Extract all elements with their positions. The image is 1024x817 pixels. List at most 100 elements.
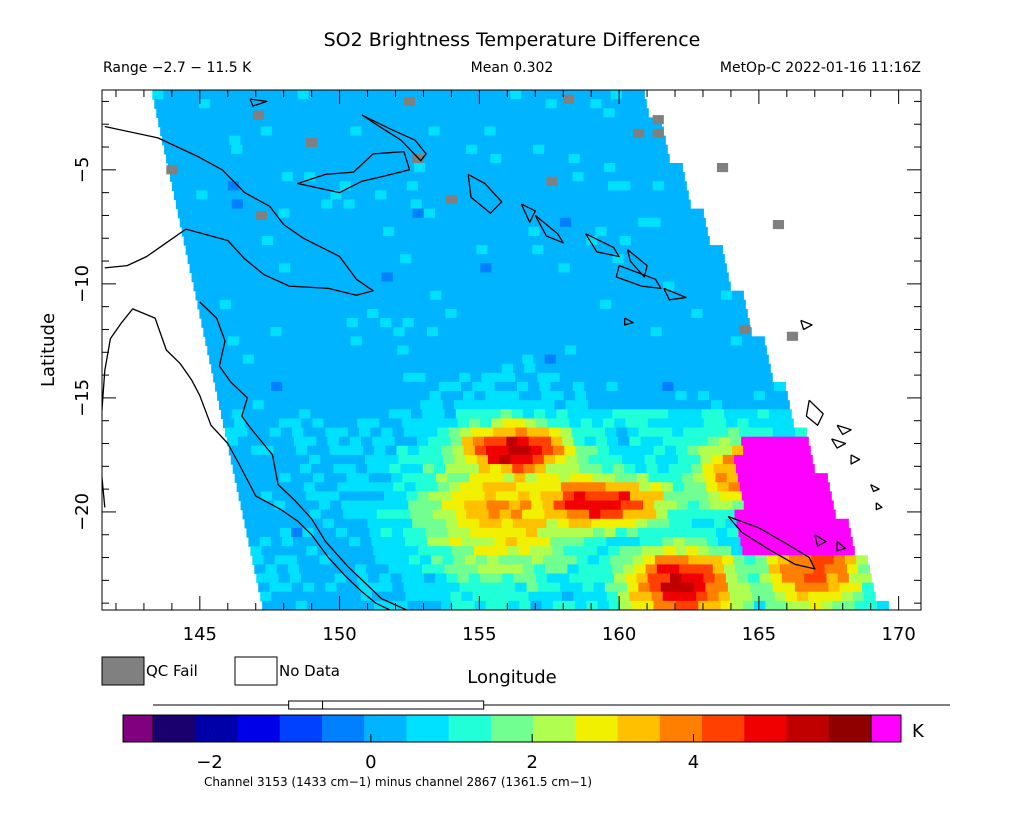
heatmap-cell — [509, 400, 522, 410]
heatmap-cell — [371, 327, 383, 337]
heatmap-cell — [204, 126, 217, 137]
heatmap-cell — [432, 144, 445, 155]
heatmap-cell — [541, 546, 553, 556]
heatmap-cell — [553, 445, 565, 456]
heatmap-cell — [411, 619, 423, 629]
heatmap-cell — [372, 591, 384, 602]
heatmap-cell — [526, 372, 538, 383]
heatmap-cell — [202, 117, 215, 128]
heatmap-cell — [640, 591, 653, 602]
heatmap-cell — [467, 153, 480, 164]
heatmap-cell — [336, 427, 349, 438]
heatmap-cell — [254, 409, 267, 420]
heatmap-cell — [357, 473, 370, 483]
heatmap-cell — [487, 555, 499, 565]
heatmap-cell — [675, 600, 688, 610]
heatmap-cell — [238, 126, 251, 137]
qc-fail-cell — [546, 176, 558, 186]
heatmap-cell — [572, 537, 585, 547]
heatmap-cell — [223, 108, 236, 118]
heatmap-cell — [372, 126, 385, 137]
heatmap-cell — [450, 281, 463, 292]
heatmap-cell — [542, 135, 555, 146]
heatmap-cell — [626, 473, 638, 483]
heatmap-cell — [413, 318, 426, 328]
heatmap-cell — [635, 518, 648, 529]
heatmap-cell — [350, 181, 363, 191]
heatmap-cell — [497, 500, 510, 511]
heatmap-cell — [335, 162, 348, 173]
heatmap-cell — [690, 564, 703, 575]
heatmap-cell — [301, 108, 314, 118]
heatmap-cell — [317, 336, 329, 347]
heatmap-cell — [510, 610, 522, 620]
heatmap-cell — [452, 445, 465, 456]
heatmap-cell — [373, 546, 386, 556]
heatmap-cell — [271, 591, 284, 602]
heatmap-cell — [284, 600, 297, 610]
heatmap-cell — [333, 308, 346, 319]
heatmap-cell — [445, 153, 458, 164]
heatmap-cell — [574, 546, 587, 556]
heatmap-cell — [519, 290, 532, 301]
coastline — [800, 319, 813, 331]
heatmap-cell — [585, 546, 598, 556]
heatmap-cell — [555, 144, 568, 155]
heatmap-cell — [424, 263, 437, 274]
heatmap-cell — [576, 500, 588, 511]
heatmap-cell — [752, 591, 764, 602]
heatmap-cell — [322, 464, 334, 474]
heatmap-cell — [777, 500, 790, 511]
heatmap-cell — [412, 518, 424, 529]
heatmap-cell — [632, 400, 645, 410]
heatmap-cell — [234, 263, 247, 274]
heatmap-cell — [382, 537, 395, 547]
heatmap-cell — [720, 391, 732, 401]
heatmap-cell — [759, 418, 772, 429]
heatmap-cell — [832, 600, 845, 610]
heatmap-cell — [847, 619, 859, 629]
heatmap-cell — [662, 226, 675, 237]
heatmap-cell — [704, 527, 717, 538]
heatmap-cell — [613, 518, 626, 529]
heatmap-cell — [801, 509, 814, 520]
heatmap-cell — [280, 427, 293, 438]
heatmap-cell — [384, 235, 397, 246]
heatmap-cell — [542, 500, 555, 511]
heatmap-cell — [850, 582, 863, 593]
heatmap-cell — [309, 509, 322, 520]
heatmap-cell — [664, 546, 676, 556]
heatmap-cell — [263, 245, 276, 255]
heatmap-cell — [453, 345, 465, 356]
heatmap-cell — [348, 172, 361, 182]
heatmap-cell — [603, 418, 615, 429]
heatmap-cell — [272, 491, 284, 502]
heatmap-cell — [318, 290, 331, 301]
heatmap-cell — [606, 537, 618, 547]
heatmap-cell — [708, 336, 721, 347]
heatmap-cell — [279, 318, 292, 328]
heatmap-cell — [629, 281, 642, 292]
heatmap-cell — [442, 555, 455, 565]
heatmap-cell — [285, 135, 297, 146]
heatmap-cell — [715, 263, 727, 274]
heatmap-cell — [714, 418, 727, 429]
heatmap-cell — [295, 600, 308, 610]
heatmap-cell — [697, 546, 710, 556]
heatmap-cell — [453, 400, 466, 410]
heatmap-cell — [247, 482, 260, 492]
heatmap-cell — [806, 482, 819, 492]
heatmap-cell — [374, 290, 387, 301]
heatmap-cell — [546, 208, 559, 219]
heatmap-cell — [726, 418, 738, 429]
heatmap-cell — [439, 126, 452, 137]
heatmap-cell — [761, 582, 774, 593]
heatmap-cell — [315, 327, 327, 337]
heatmap-cell — [493, 427, 506, 438]
heatmap-cell — [584, 226, 597, 237]
heatmap-cell — [456, 518, 469, 529]
heatmap-cell — [265, 199, 278, 210]
heatmap-cell — [657, 464, 670, 474]
heatmap-cell — [664, 600, 677, 610]
heatmap-cell — [814, 518, 827, 529]
